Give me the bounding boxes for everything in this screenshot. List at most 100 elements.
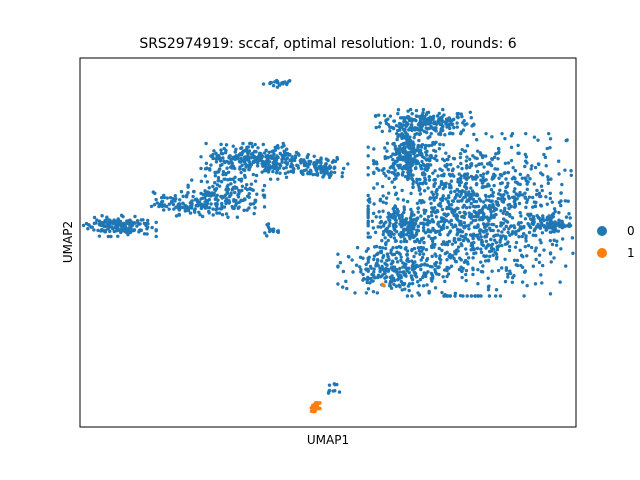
scatter-point-series-0 [463,212,468,216]
scatter-point-series-0 [415,228,419,233]
scatter-point-series-0 [229,182,233,186]
scatter-point-series-0 [382,171,386,176]
scatter-point-series-0 [380,184,385,189]
scatter-point-series-0 [545,146,549,151]
scatter-point-series-0 [403,147,407,151]
scatter-point-series-0 [416,210,420,214]
scatter-point-series-0 [285,82,289,87]
scatter-point-series-0 [404,227,408,232]
scatter-point-series-0 [402,207,407,212]
scatter-point-series-0 [401,265,405,269]
scatter-point-series-0 [368,281,372,285]
scatter-point-series-0 [283,80,287,84]
scatter-point-series-0 [449,264,454,268]
scatter-point-series-0 [479,162,484,166]
scatter-point-series-0 [345,286,349,291]
scatter-point-series-0 [155,201,159,205]
scatter-point-series-0 [506,230,510,235]
scatter-point-series-0 [513,245,518,249]
scatter-point-series-0 [554,223,559,227]
scatter-point-series-0 [275,168,279,173]
scatter-point-series-0 [487,194,492,199]
scatter-point-series-0 [392,185,397,189]
scatter-point-series-0 [481,264,485,268]
scatter-point-series-0 [453,240,458,244]
scatter-point-series-0 [418,252,422,256]
scatter-point-series-0 [391,246,395,250]
scatter-point-series-0 [468,110,473,114]
scatter-point-series-0 [469,186,473,190]
scatter-point-series-0 [84,221,89,226]
scatter-point-series-0 [540,263,545,268]
scatter-point-series-0 [425,218,430,222]
scatter-point-series-0 [251,151,255,155]
scatter-point-series-0 [402,270,406,274]
scatter-point-series-0 [274,162,279,166]
scatter-point-series-0 [271,160,275,165]
scatter-point-series-0 [454,224,458,228]
scatter-point-series-0 [506,194,511,199]
scatter-point-series-0 [424,153,429,157]
scatter-point-series-0 [459,192,463,196]
scatter-point-series-0 [193,210,197,214]
scatter-point-series-0 [145,221,149,226]
scatter-point-series-0 [400,136,404,141]
scatter-point-series-0 [410,147,414,151]
scatter-point-series-0 [410,281,415,286]
scatter-point-series-0 [263,161,268,165]
scatter-point-series-0 [496,203,501,207]
scatter-point-series-0 [177,208,182,212]
scatter-point-series-0 [418,240,422,245]
scatter-point-series-0 [469,163,474,167]
scatter-point-series-0 [445,266,449,270]
scatter-point-series-0 [412,270,416,274]
scatter-point-series-0 [400,188,404,193]
scatter-point-series-0 [449,179,454,183]
scatter-point-series-0 [233,175,237,180]
scatter-point-series-0 [568,216,572,220]
scatter-point-series-0 [498,294,503,298]
scatter-point-series-0 [199,179,204,184]
scatter-point-series-0 [274,158,279,162]
scatter-point-series-0 [479,260,483,264]
scatter-point-series-0 [504,177,508,181]
scatter-point-series-0 [391,142,395,146]
scatter-point-series-0 [211,152,215,157]
scatter-point-series-0 [379,267,383,271]
scatter-point-series-0 [255,164,260,168]
scatter-point-series-0 [387,283,392,288]
scatter-point-series-0 [551,223,555,227]
scatter-point-series-0 [506,161,511,165]
scatter-point-series-0 [484,154,488,158]
scatter-point-series-0 [262,183,267,188]
scatter-point-series-0 [465,172,470,176]
scatter-point-series-0 [392,252,397,257]
scatter-point-series-0 [271,169,275,174]
scatter-point-series-0 [487,243,491,247]
scatter-point-series-0 [483,235,487,239]
scatter-point-series-0 [406,109,410,113]
scatter-point-series-0 [484,254,489,258]
scatter-point-series-0 [459,176,463,181]
scatter-point-series-0 [496,268,501,273]
scatter-point-series-0 [235,215,240,219]
scatter-point-series-0 [461,238,466,243]
scatter-point-series-0 [454,260,459,264]
scatter-point-series-0 [226,187,231,192]
scatter-point-series-0 [523,269,527,273]
scatter-point-series-0 [460,243,464,248]
scatter-point-series-0 [441,107,445,112]
scatter-point-series-0 [453,209,457,214]
scatter-point-series-0 [241,141,245,146]
scatter-point-series-0 [332,166,337,170]
scatter-point-series-0 [449,162,453,167]
scatter-point-series-0 [410,112,414,116]
scatter-point-series-0 [177,213,182,217]
scatter-point-series-0 [251,160,256,165]
scatter-point-series-0 [405,294,410,298]
scatter-point-series-0 [522,294,526,298]
scatter-point-series-0 [424,126,428,130]
scatter-point-series-0 [552,256,556,260]
scatter-point-series-0 [397,125,401,129]
scatter-point-series-0 [447,122,451,127]
